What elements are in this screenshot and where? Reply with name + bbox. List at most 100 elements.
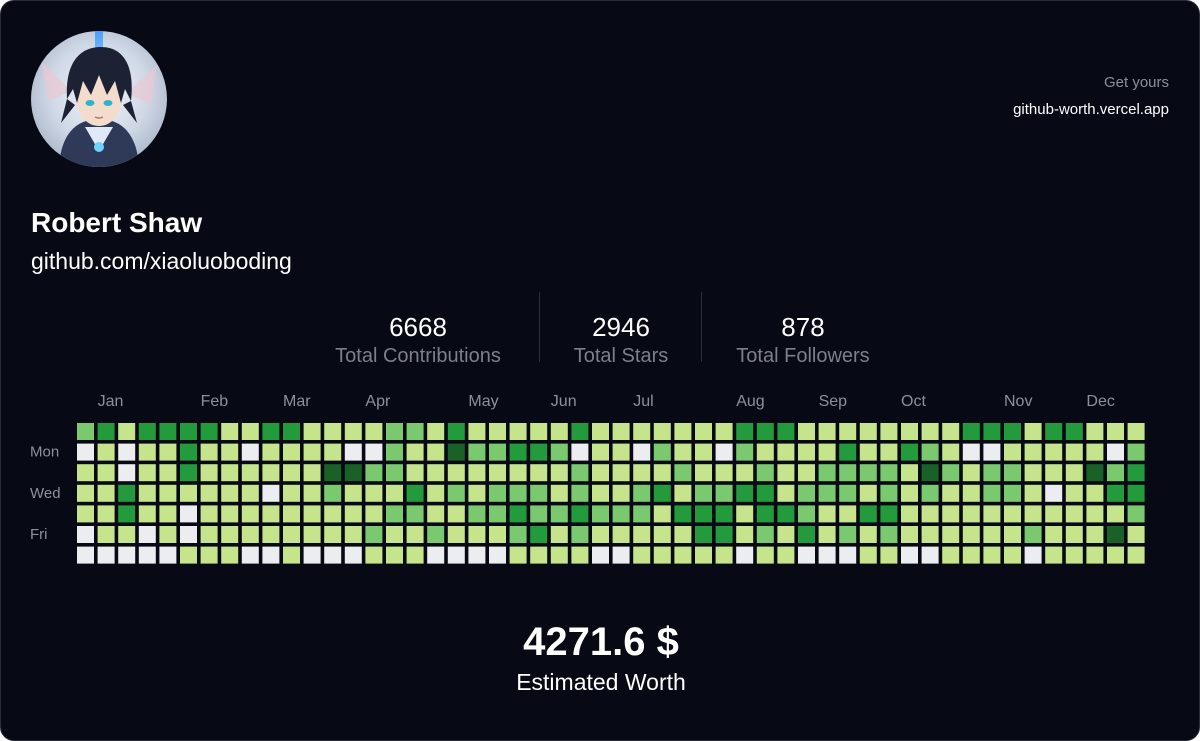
contribution-cell: [97, 526, 115, 543]
contribution-cell: [1127, 526, 1145, 543]
contribution-cell: [386, 423, 403, 440]
contribution-cell: [798, 484, 815, 502]
contribution-cell: [159, 526, 177, 543]
contribution-cell: [241, 484, 259, 502]
contribution-cell: [571, 505, 589, 523]
contribution-cell: [1086, 423, 1104, 440]
contribution-cell: [262, 505, 280, 523]
month-label: May: [468, 393, 498, 410]
contribution-cell: [303, 526, 321, 543]
contribution-cell: [1024, 526, 1042, 543]
contribution-cell: [674, 484, 692, 502]
contribution-cell: [509, 443, 527, 461]
contribution-cell: [427, 443, 445, 461]
contribution-cell: [1065, 443, 1083, 461]
contribution-cell: [942, 423, 960, 440]
contribution-cell: [427, 505, 445, 523]
contribution-cell: [1086, 546, 1104, 564]
contribution-cell: [118, 484, 136, 502]
contribution-cell: [97, 484, 115, 502]
contribution-cell: [406, 443, 424, 461]
contribution-cell: [468, 505, 486, 523]
contribution-cell: [530, 526, 548, 543]
contribution-cell: [633, 443, 651, 461]
contribution-cell: [550, 505, 568, 523]
contribution-cell: [489, 546, 506, 564]
contribution-cell: [138, 484, 156, 502]
contribution-cell: [798, 443, 815, 461]
contribution-cell: [942, 443, 960, 461]
contribution-cell: [880, 505, 898, 523]
contribution-cell: [592, 526, 609, 543]
contribution-cell: [200, 484, 218, 502]
contribution-cell: [138, 505, 156, 523]
contribution-cell: [633, 484, 651, 502]
avatar: [31, 31, 167, 167]
contribution-cell: [406, 423, 424, 440]
contribution-cell: [489, 464, 506, 482]
contribution-cell: [962, 526, 980, 543]
contribution-cell: [406, 546, 424, 564]
contribution-cell: [653, 484, 671, 502]
contribution-cell: [962, 443, 980, 461]
contribution-cell: [921, 484, 939, 502]
site-link[interactable]: github-worth.vercel.app: [1013, 101, 1169, 118]
stat-value: 878: [781, 312, 825, 342]
contribution-cell: [571, 423, 589, 440]
contribution-cell: [633, 423, 651, 440]
contribution-cell: [695, 484, 712, 502]
contribution-cell: [880, 464, 898, 482]
contribution-cell: [756, 443, 774, 461]
day-label: Mon: [30, 444, 59, 461]
contribution-cell: [715, 464, 733, 482]
contribution-cell: [447, 505, 465, 523]
contribution-cell: [1024, 505, 1042, 523]
contribution-cell: [200, 526, 218, 543]
contribution-cell: [447, 546, 465, 564]
contribution-cell: [221, 443, 239, 461]
contribution-cell: [509, 423, 527, 440]
contribution-cell: [818, 464, 836, 482]
contribution-cell: [468, 443, 486, 461]
contribution-cell: [530, 423, 548, 440]
contribution-cell: [653, 443, 671, 461]
contribution-cell: [303, 484, 321, 502]
day-label: Wed: [30, 485, 61, 502]
contribution-cell: [77, 443, 94, 461]
contribution-cell: [509, 546, 527, 564]
contribution-cell: [386, 546, 403, 564]
contribution-cell: [1127, 423, 1145, 440]
contribution-cell: [138, 423, 156, 440]
contribution-cell: [756, 526, 774, 543]
month-label: Sep: [819, 393, 848, 410]
contribution-cell: [386, 526, 403, 543]
contribution-cell: [1065, 464, 1083, 482]
stat-total-stars: 2946 Total Stars: [551, 311, 691, 368]
contribution-cell: [921, 443, 939, 461]
contribution-cell: [386, 464, 403, 482]
contribution-cell: [715, 526, 733, 543]
contribution-cell: [530, 484, 548, 502]
contribution-cell: [1045, 546, 1063, 564]
contribution-cell: [1004, 526, 1021, 543]
contribution-cell: [365, 484, 383, 502]
contribution-cell: [901, 464, 918, 482]
contribution-cell: [365, 423, 383, 440]
contribution-cell: [921, 423, 939, 440]
stat-label: Total Contributions: [335, 345, 501, 367]
contribution-cell: [901, 546, 918, 564]
contribution-cell: [612, 484, 630, 502]
contribution-cell: [695, 526, 712, 543]
contribution-cell: [962, 423, 980, 440]
contribution-cell: [324, 443, 342, 461]
profile-url[interactable]: github.com/xiaoluoboding: [31, 248, 292, 274]
contribution-cell: [1127, 443, 1145, 461]
contribution-cell: [221, 484, 239, 502]
contribution-cell: [901, 443, 918, 461]
contribution-cell: [633, 546, 651, 564]
day-label: Fri: [30, 526, 48, 543]
contribution-cell: [344, 484, 362, 502]
contribution-cell: [777, 484, 795, 502]
contribution-cell: [1107, 443, 1124, 461]
contribution-cell: [1004, 464, 1021, 482]
